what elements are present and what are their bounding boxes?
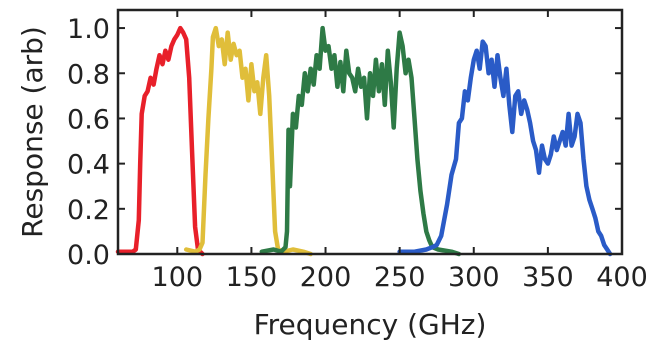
x-tick-label: 350 [522,262,574,293]
y-tick-label: 0.6 [67,104,110,135]
x-tick-label: 300 [448,262,500,293]
series-line-1 [115,25,205,257]
x-tick-label: 200 [300,262,352,293]
series-line-2 [183,25,313,257]
y-tick-label: 0.0 [67,240,110,271]
y-axis-title: Response (arb) [16,26,49,238]
x-axis-title: Frequency (GHz) [254,308,487,341]
plot-frame [116,8,624,256]
x-tick-label: 100 [152,262,204,293]
series-layer [115,25,613,257]
y-tick-label: 0.8 [67,59,110,90]
x-tick-label: 400 [596,262,648,293]
y-axis: 0.0 0.2 0.4 0.6 0.8 1.0 [67,14,622,271]
y-tick-label: 1.0 [67,14,110,45]
x-axis: 100 150 200 250 300 350 400 [152,10,648,293]
y-tick-label: 0.4 [67,150,110,181]
series-line-3 [259,25,462,257]
x-tick-label: 250 [374,262,426,293]
series-line-4 [397,39,613,257]
y-tick-label: 0.2 [67,195,110,226]
x-tick-label: 150 [226,262,278,293]
